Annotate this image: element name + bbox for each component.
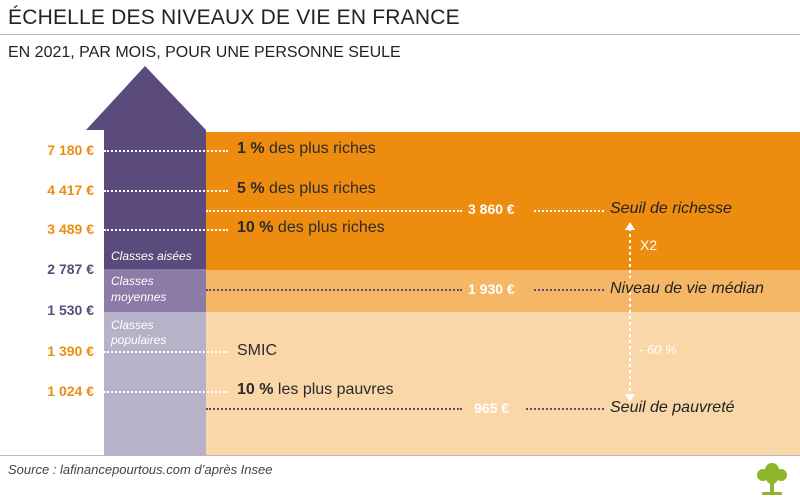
chart-subtitle: EN 2021, PAR MOIS, POUR UNE PERSONNE SEU… bbox=[8, 44, 401, 61]
threshold-value: 1 930 € bbox=[468, 281, 515, 297]
arrow-segment-moyennes bbox=[104, 269, 206, 312]
tree-logo-icon bbox=[757, 463, 787, 495]
threshold-dotted-line bbox=[534, 289, 604, 291]
level-value: 7 180 € bbox=[47, 142, 94, 158]
level-description: 10 % les plus pauvres bbox=[237, 381, 394, 398]
band-classes-populaires bbox=[206, 312, 800, 455]
threshold-name: Seuil de richesse bbox=[610, 200, 732, 217]
source-note: Source : lafinancepourtous.com d’après I… bbox=[8, 462, 273, 477]
arrowhead-up-icon bbox=[625, 222, 635, 230]
level-value: 1 390 € bbox=[47, 343, 94, 359]
level-value: 3 489 € bbox=[47, 221, 94, 237]
threshold-value: 965 € bbox=[474, 400, 510, 416]
class-label-aisees: Classes aisées bbox=[111, 249, 192, 263]
level-value: 1 530 € bbox=[47, 302, 94, 318]
minus-sixty-annotation: - 60 % bbox=[639, 342, 677, 357]
threshold-dotted-line bbox=[206, 408, 462, 410]
chart-title: ÉCHELLE DES NIVEAUX DE VIE EN FRANCE bbox=[8, 6, 460, 29]
ratio-arrows bbox=[625, 222, 635, 402]
arrow-segment-aisees bbox=[104, 130, 206, 269]
band-classes-aisees bbox=[206, 132, 800, 270]
threshold-name: Niveau de vie médian bbox=[610, 280, 764, 297]
level-description: 10 % des plus riches bbox=[237, 219, 385, 236]
level-dotted-line bbox=[104, 150, 228, 152]
threshold-name: Seuil de pauvreté bbox=[610, 399, 735, 416]
times-two-annotation: X2 bbox=[640, 237, 658, 253]
arrow-segment-populaires bbox=[104, 312, 206, 455]
threshold-dotted-line bbox=[526, 408, 604, 410]
threshold-dotted-line bbox=[206, 210, 462, 212]
level-value: 2 787 € bbox=[47, 261, 94, 277]
title-divider bbox=[0, 34, 800, 35]
smic-label: SMIC bbox=[237, 342, 277, 359]
threshold-dotted-line bbox=[206, 289, 462, 291]
level-dotted-line bbox=[104, 351, 228, 353]
bottom-divider bbox=[0, 455, 800, 456]
class-label-populaires-line2: populaires bbox=[111, 333, 167, 347]
class-label-moyennes-line2: moyennes bbox=[111, 290, 167, 304]
level-value: 1 024 € bbox=[47, 383, 94, 399]
scale-arrow bbox=[86, 66, 206, 130]
level-dotted-line bbox=[104, 190, 228, 192]
band-classes-moyennes bbox=[206, 270, 800, 312]
level-dotted-line bbox=[104, 229, 228, 231]
level-dotted-line bbox=[104, 391, 228, 393]
threshold-value: 3 860 € bbox=[468, 201, 515, 217]
level-description: 5 % des plus riches bbox=[237, 180, 376, 197]
class-label-moyennes-line1: Classes bbox=[111, 274, 154, 288]
arrow-head bbox=[86, 66, 206, 130]
threshold-dotted-line bbox=[534, 210, 604, 212]
level-value: 4 417 € bbox=[47, 182, 94, 198]
class-label-populaires-line1: Classes bbox=[111, 318, 154, 332]
level-description: 1 % des plus riches bbox=[237, 140, 376, 157]
arrowhead-down-icon bbox=[625, 394, 635, 402]
